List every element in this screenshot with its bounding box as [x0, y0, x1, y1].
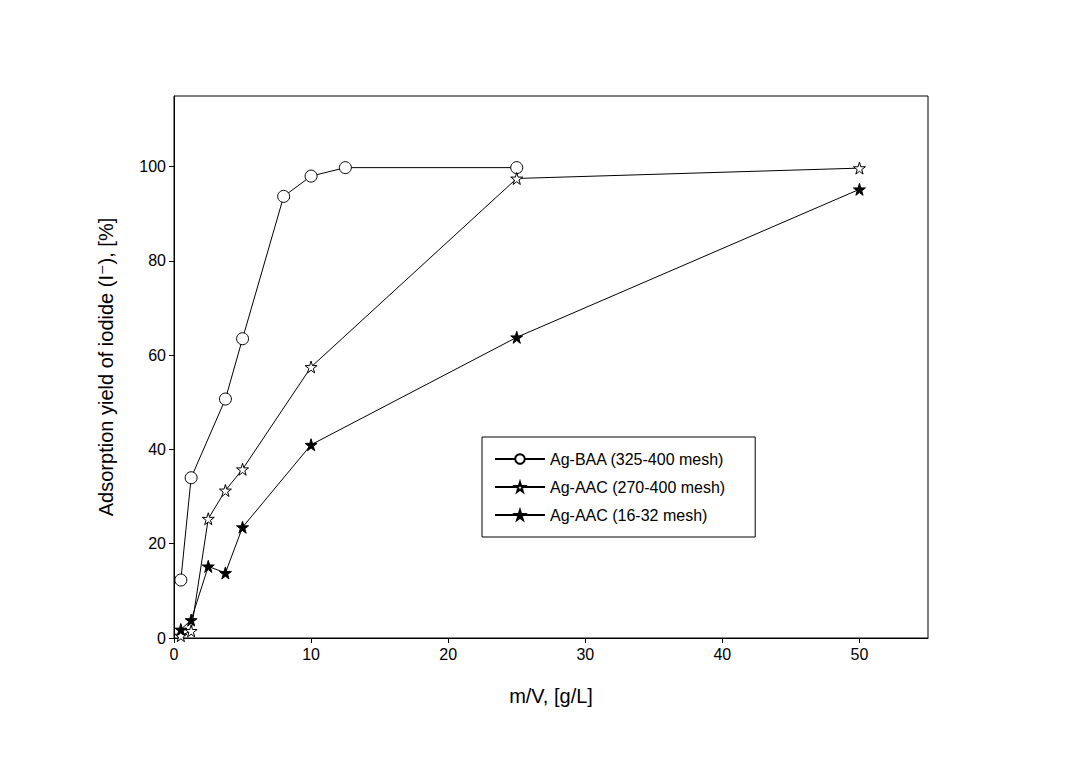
svg-text:0: 0 — [157, 630, 166, 647]
svg-text:80: 80 — [148, 252, 166, 269]
svg-text:Ag-AAC (270-400 mesh): Ag-AAC (270-400 mesh) — [550, 479, 725, 496]
svg-text:50: 50 — [851, 646, 869, 663]
svg-text:10: 10 — [302, 646, 320, 663]
svg-text:m/V, [g/L]: m/V, [g/L] — [509, 685, 593, 707]
svg-text:40: 40 — [713, 646, 731, 663]
svg-text:20: 20 — [439, 646, 457, 663]
svg-text:20: 20 — [148, 535, 166, 552]
svg-text:Ag-AAC (16-32 mesh): Ag-AAC (16-32 mesh) — [550, 507, 707, 524]
svg-text:60: 60 — [148, 347, 166, 364]
svg-text:100: 100 — [139, 158, 166, 175]
svg-text:0: 0 — [170, 646, 179, 663]
svg-text:Ag-BAA (325-400 mesh): Ag-BAA (325-400 mesh) — [550, 451, 723, 468]
svg-text:40: 40 — [148, 441, 166, 458]
svg-text:30: 30 — [576, 646, 594, 663]
svg-text:Adsorption yield of iodide (I⁻: Adsorption yield of iodide (I⁻), [%] — [95, 218, 117, 516]
